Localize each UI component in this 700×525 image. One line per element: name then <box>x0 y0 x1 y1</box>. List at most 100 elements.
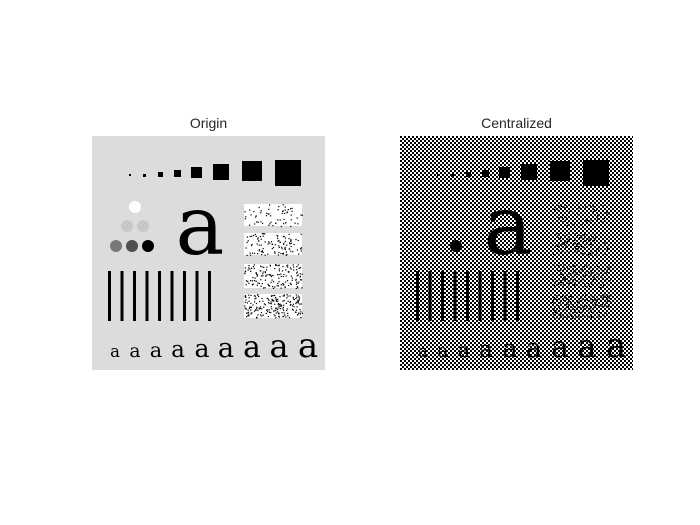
noise-speck <box>263 306 265 308</box>
noise-speck <box>267 298 269 300</box>
noise-speck <box>261 254 263 256</box>
noise-speck <box>581 295 583 297</box>
noise-speck <box>577 204 579 206</box>
noise-speck <box>563 279 565 281</box>
noise-speck <box>571 315 573 318</box>
noise-speck <box>608 307 610 309</box>
noise-speck <box>248 294 250 296</box>
noise-speck <box>248 297 250 299</box>
noise-speck <box>276 311 279 313</box>
noise-rectangle <box>244 294 303 319</box>
noise-speck <box>284 248 286 250</box>
noise-speck <box>257 314 259 316</box>
noise-speck <box>559 282 561 284</box>
noise-speck <box>562 316 564 318</box>
vertical-bar <box>503 271 507 321</box>
noise-speck <box>266 269 268 271</box>
noise-speck <box>271 295 273 297</box>
noise-speck <box>269 302 271 304</box>
noise-speck <box>590 277 593 280</box>
noise-speck <box>287 280 289 282</box>
noise-speck <box>575 245 577 247</box>
noise-speck <box>558 313 560 315</box>
noise-speck <box>248 311 250 313</box>
noise-speck <box>553 302 555 304</box>
noise-speck <box>295 309 298 311</box>
noise-speck <box>289 301 292 303</box>
noise-speck <box>562 234 564 236</box>
noise-speck <box>265 215 268 217</box>
noise-speck <box>599 315 601 317</box>
noise-speck <box>257 282 259 284</box>
noise-speck <box>277 304 279 306</box>
noise-speck <box>290 245 292 248</box>
noise-speck <box>580 248 582 250</box>
noise-speck <box>245 284 247 286</box>
noise-speck <box>272 287 275 289</box>
noise-speck <box>279 219 281 221</box>
noise-speck <box>251 280 254 282</box>
noise-speck <box>296 269 298 271</box>
noise-speck <box>554 209 556 211</box>
noise-speck <box>296 275 298 277</box>
noise-speck <box>295 279 297 281</box>
noise-speck <box>571 276 573 278</box>
noise-speck <box>567 315 569 317</box>
noise-speck <box>593 271 595 274</box>
noise-speck <box>284 286 286 289</box>
noise-speck <box>278 251 280 254</box>
noise-speck <box>278 312 280 314</box>
noise-speck <box>571 282 573 284</box>
noise-speck <box>600 295 603 297</box>
noise-speck <box>584 299 586 301</box>
noise-speck <box>603 316 605 318</box>
noise-speck <box>591 272 593 274</box>
noise-speck <box>553 264 555 266</box>
noise-speck <box>286 294 288 296</box>
noise-speck <box>301 247 303 249</box>
noise-speck <box>580 215 582 218</box>
noise-speck <box>608 295 610 297</box>
noise-speck <box>565 299 567 301</box>
noise-speck <box>569 313 571 315</box>
noise-speck <box>578 315 580 317</box>
noise-speck <box>583 266 586 268</box>
noise-speck <box>282 316 284 318</box>
noise-speck <box>581 311 583 313</box>
noise-speck <box>263 287 265 289</box>
noise-speck <box>584 275 586 277</box>
noise-speck <box>277 219 279 221</box>
noise-speck <box>608 239 610 241</box>
noise-speck <box>581 299 583 302</box>
noise-speck <box>591 283 593 285</box>
noise-speck <box>557 252 559 254</box>
noise-speck <box>568 282 570 285</box>
noise-speck <box>290 208 292 210</box>
noise-speck <box>558 286 560 288</box>
noise-speck <box>271 308 273 310</box>
noise-speck <box>251 243 253 246</box>
noise-speck <box>262 314 264 316</box>
gray-circle <box>142 240 154 252</box>
noise-speck <box>564 277 566 279</box>
vertical-bar <box>416 271 419 321</box>
noise-speck <box>258 240 260 242</box>
noise-speck <box>577 245 579 248</box>
noise-speck <box>249 254 252 256</box>
noise-speck <box>592 206 594 208</box>
noise-speck <box>602 205 604 207</box>
noise-speck <box>278 305 280 307</box>
noise-speck <box>591 301 593 303</box>
noise-speck <box>267 315 269 318</box>
noise-speck <box>279 303 281 305</box>
noise-speck <box>280 304 282 306</box>
noise-speck <box>292 264 294 266</box>
noise-speck <box>563 299 565 302</box>
gray-circle <box>110 240 122 252</box>
noise-speck <box>286 253 288 256</box>
noise-speck <box>574 243 576 245</box>
noise-speck <box>608 266 610 268</box>
noise-speck <box>246 236 248 238</box>
noise-speck <box>574 274 576 277</box>
noise-speck <box>278 264 280 266</box>
